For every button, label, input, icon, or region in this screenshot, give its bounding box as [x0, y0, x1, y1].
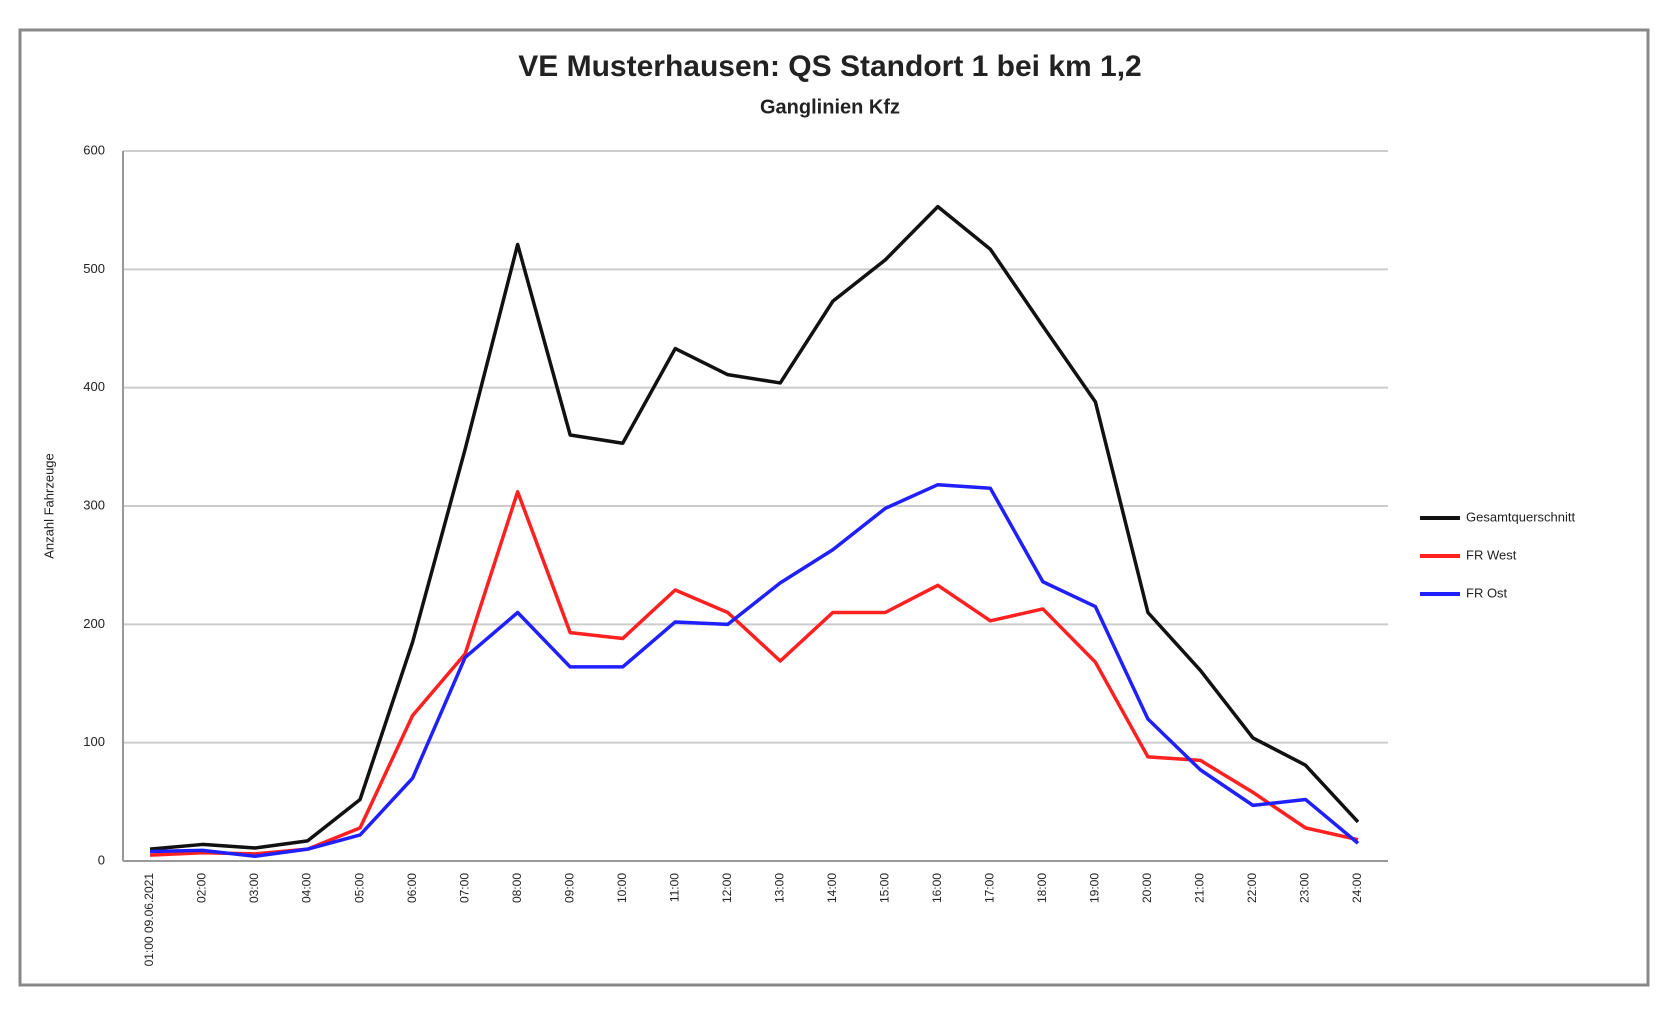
- x-tick-label: 03:00: [247, 873, 261, 903]
- x-tick-label: 07:00: [457, 873, 471, 903]
- y-tick-label: 600: [83, 142, 105, 157]
- x-tick-label: 05:00: [352, 873, 366, 903]
- legend-label: FR West: [1466, 547, 1517, 562]
- x-tick-label: 12:00: [720, 873, 734, 903]
- y-tick-label: 500: [83, 261, 105, 276]
- series-line: [149, 482, 1360, 859]
- x-tick-label: 24:00: [1350, 873, 1364, 903]
- x-tick-label: 17:00: [983, 873, 997, 903]
- chart-subtitle: Ganglinien Kfz: [760, 96, 900, 118]
- x-tick-label: 09:00: [562, 873, 576, 903]
- y-tick-label: 200: [83, 616, 105, 631]
- x-tick-label: 01:00 09.06.2021: [142, 873, 156, 967]
- x-tick-label: 04:00: [300, 873, 314, 903]
- y-tick-label: 0: [98, 852, 105, 867]
- y-axis-label: Anzahl Fahrzeuge: [41, 453, 56, 559]
- x-tick-label: 23:00: [1298, 873, 1312, 903]
- chart-title: VE Musterhausen: QS Standort 1 bei km 1,…: [518, 50, 1142, 83]
- y-tick-label: 400: [83, 379, 105, 394]
- y-tick-label: 100: [83, 734, 105, 749]
- series-line: [149, 204, 1360, 851]
- x-tick-label: 20:00: [1140, 873, 1154, 903]
- x-tick-label: 18:00: [1035, 873, 1049, 903]
- x-tick-label: 19:00: [1088, 873, 1102, 903]
- x-tick-label: 06:00: [405, 873, 419, 903]
- x-tick-label: 16:00: [930, 873, 944, 903]
- series-line: [149, 490, 1359, 857]
- frame: [18, 28, 1650, 987]
- x-tick-label: 02:00: [195, 873, 209, 903]
- y-tick-label: 300: [83, 497, 105, 512]
- x-tick-label: 11:00: [667, 873, 681, 902]
- x-tick-label: 08:00: [510, 873, 524, 903]
- x-tick-label: 10:00: [615, 873, 629, 903]
- x-tick-label: 13:00: [772, 873, 786, 903]
- x-tick-label: 14:00: [825, 873, 839, 903]
- x-tick-label: 22:00: [1245, 873, 1259, 903]
- x-tick-label: 15:00: [877, 873, 891, 903]
- x-tick-label: 21:00: [1193, 873, 1207, 903]
- legend-label: Gesamtquerschnitt: [1466, 509, 1575, 524]
- legend-label: FR Ost: [1466, 585, 1508, 600]
